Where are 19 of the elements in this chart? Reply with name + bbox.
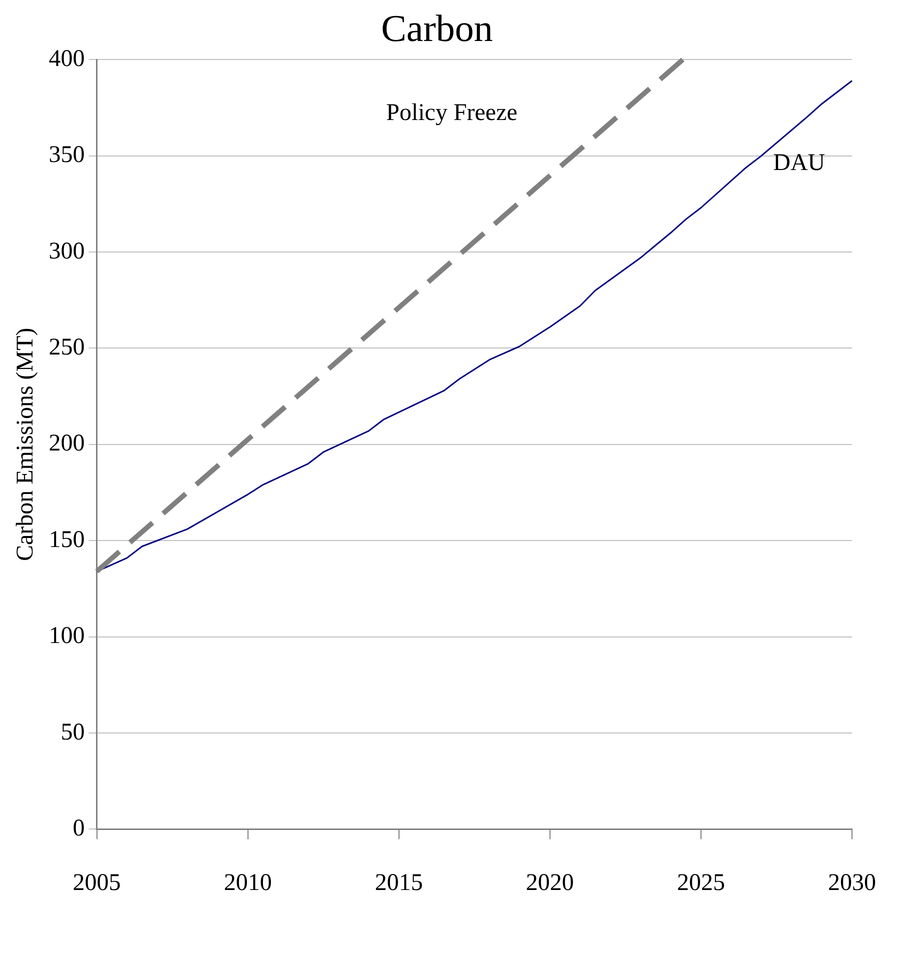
y-tick-label: 250 — [48, 334, 85, 360]
x-tick-label: 2015 — [374, 870, 423, 896]
x-tick-label: 2030 — [828, 870, 876, 896]
y-tick-label: 50 — [60, 719, 85, 746]
x-tick-label: 2020 — [526, 870, 574, 896]
y-tick-label: 350 — [48, 142, 85, 168]
x-tick-label: 2010 — [224, 870, 272, 896]
y-tick-label: 0 — [72, 815, 85, 842]
series-label: DAU — [773, 150, 826, 176]
x-tick-label: 2005 — [72, 870, 121, 896]
chart-title: Carbon — [381, 8, 493, 50]
y-tick-label: 150 — [48, 526, 85, 553]
y-axis-title: Carbon Emissions (MT) — [12, 328, 39, 562]
y-tick-label: 300 — [48, 238, 85, 264]
x-tick-label: 2025 — [676, 870, 725, 896]
text: Policy Freeze — [386, 100, 518, 126]
y-tick-label: 200 — [48, 430, 85, 457]
y-tick-label: 400 — [48, 46, 85, 72]
y-tick-label: 100 — [48, 623, 85, 650]
